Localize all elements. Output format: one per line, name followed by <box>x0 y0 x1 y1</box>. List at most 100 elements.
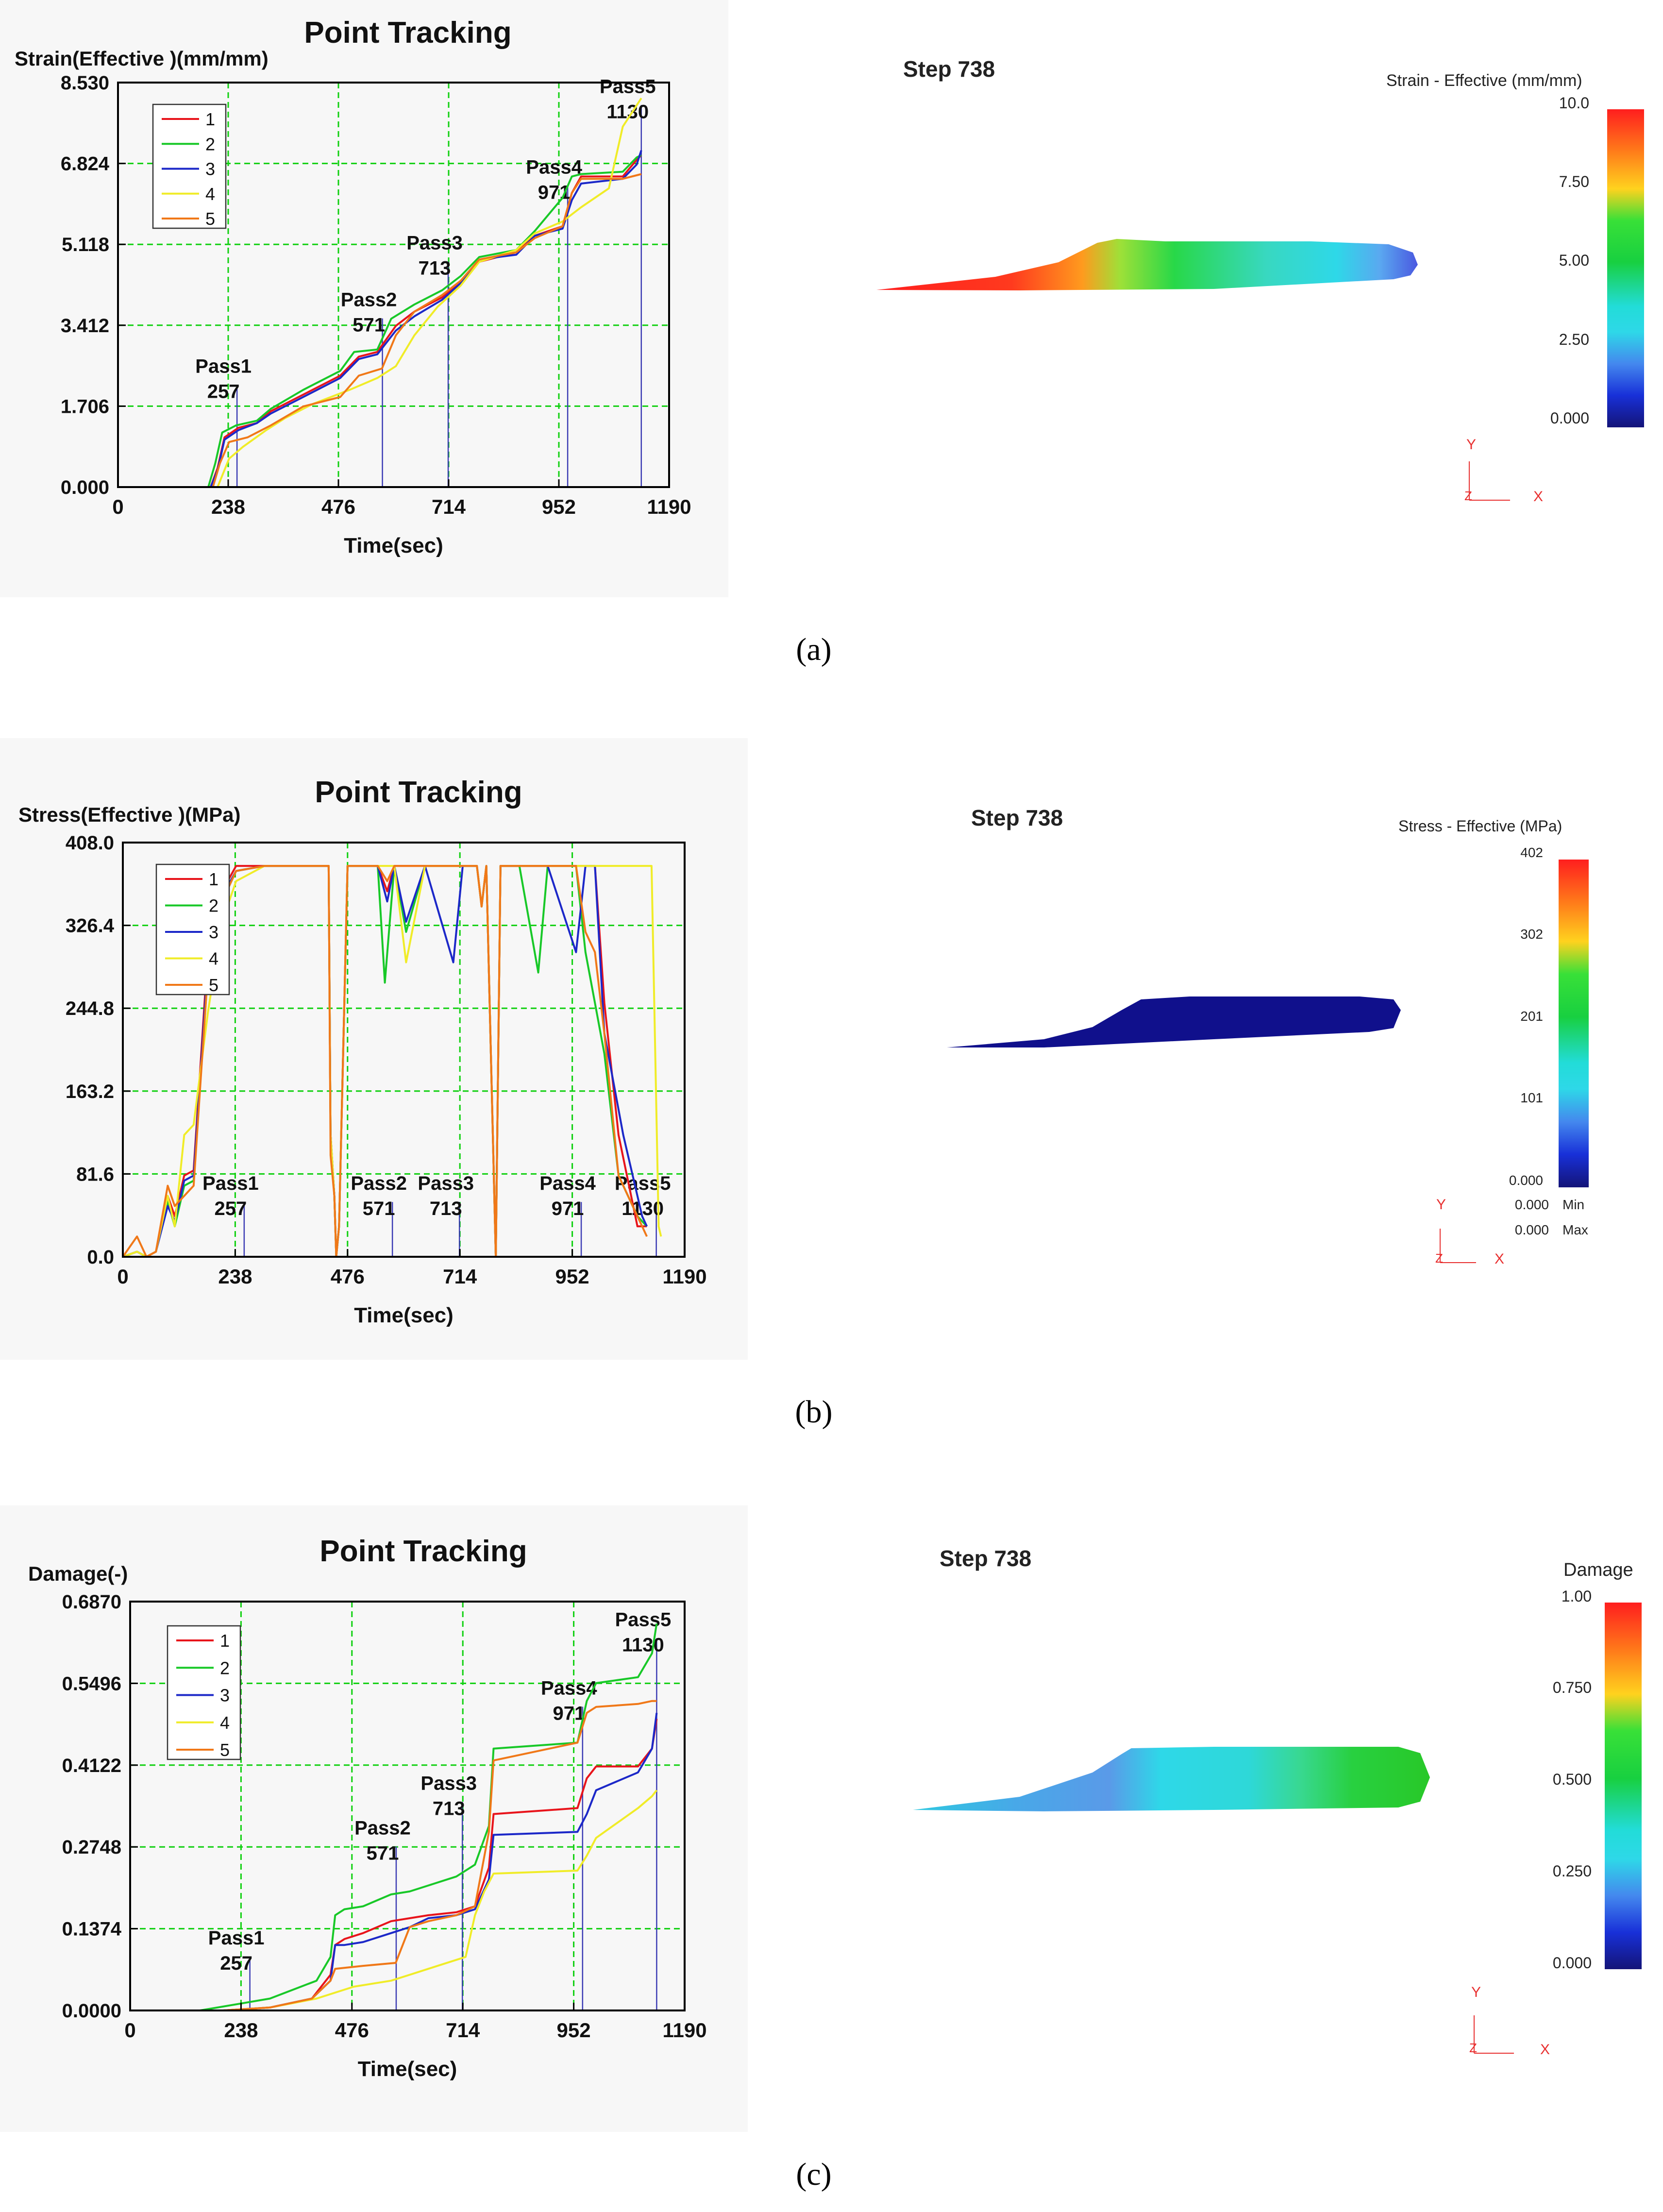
contour-panel-b: Step 738 Stress - Effective (MPa) 402 30… <box>947 805 1589 1267</box>
scale-label: 2.50 <box>1559 331 1589 348</box>
damage-chart: Point TrackingDamage(-)Time(sec)Pass1257… <box>28 1535 707 2081</box>
x-tick-label: 0 <box>124 2019 135 2042</box>
min-label: Min <box>1562 1197 1584 1212</box>
x-tick-label: 714 <box>443 1265 477 1288</box>
color-scale-bar-a <box>1607 109 1644 427</box>
x-tick-label: 0 <box>112 495 123 518</box>
series-line-2 <box>130 1623 658 2011</box>
chart-a-background <box>0 0 728 597</box>
max-label: Max <box>1562 1222 1588 1237</box>
caption-a: (a) <box>796 632 832 667</box>
x-tick-label: 714 <box>432 495 466 518</box>
y-tick-label: 0.0 <box>87 1247 114 1268</box>
legend-box <box>155 863 230 996</box>
scale-label: 402 <box>1520 845 1543 860</box>
triad-y-label: Y <box>1466 437 1476 453</box>
y-tick-label: 244.8 <box>66 998 114 1019</box>
scale-label: 0.250 <box>1553 1862 1592 1880</box>
axis-triad-c <box>1474 2015 1514 2054</box>
contour-panel-c: Step 738 Damage 1.00 0.750 0.500 0.250 0… <box>913 1546 1642 2058</box>
y-tick-label: 0.000 <box>61 477 109 498</box>
x-tick-label: 476 <box>335 2019 369 2042</box>
chart-title: Point Tracking <box>304 16 511 50</box>
color-scale-bar-b <box>1559 860 1589 1187</box>
pass-value: 571 <box>363 1198 395 1219</box>
y-tick-label: 6.824 <box>61 153 110 175</box>
y-tick-label: 8.530 <box>61 72 109 94</box>
x-tick-label: 952 <box>542 495 576 518</box>
scale-label: 0.000 <box>1550 409 1589 427</box>
scale-label: 7.50 <box>1559 173 1589 190</box>
x-tick-label: 0 <box>117 1265 128 1288</box>
scale-label: 101 <box>1520 1090 1543 1105</box>
pass-label: Pass2 <box>341 289 397 311</box>
y-tick-label: 408.0 <box>66 832 114 854</box>
legend-label: 2 <box>205 134 215 154</box>
strain-chart: Point Tracking Strain(Effective )(mm/mm) T… <box>15 16 691 557</box>
contour-shape-a <box>876 239 1418 290</box>
y-tick-label: 163.2 <box>66 1081 114 1102</box>
stress-chart: Point Tracking Stress(Effective )(MPa) Tim… <box>18 776 707 1327</box>
triad-x-label: X <box>1495 1251 1504 1267</box>
x-axis-label: Time(sec) <box>354 1303 454 1327</box>
triad-z-label: Z <box>1464 489 1472 503</box>
y-tick-label: 0.1374 <box>62 1919 122 1940</box>
legend-label: 3 <box>220 1686 230 1705</box>
scale-label: 1.00 <box>1562 1587 1592 1605</box>
axis-triad-a <box>1469 461 1510 501</box>
scale-label: 10.0 <box>1559 94 1589 112</box>
plot-frame <box>129 1601 686 2011</box>
x-tick-label: 952 <box>557 2019 591 2042</box>
scale-label: 0.500 <box>1553 1771 1592 1788</box>
x-tick-label: 952 <box>555 1265 589 1288</box>
y-tick-label: 5.118 <box>62 234 109 255</box>
pass-label: Pass4 <box>526 156 582 178</box>
pass-label: Pass3 <box>420 1773 477 1794</box>
series-line-1 <box>130 1719 658 2011</box>
pass-value: 971 <box>552 1198 584 1219</box>
legend-label: 4 <box>205 184 215 204</box>
legend-label: 2 <box>220 1658 230 1678</box>
x-tick-label: 476 <box>331 1265 365 1288</box>
pass-value: 571 <box>367 1842 399 1864</box>
contour-legend-title-b: Stress - Effective (MPa) <box>1398 817 1562 835</box>
y-tick-label: 81.6 <box>76 1164 114 1185</box>
pass-label: Pass1 <box>202 1173 259 1194</box>
triad-x-label: X <box>1533 489 1543 505</box>
chart-title: Point Tracking <box>315 776 522 809</box>
axis-triad-b <box>1440 1229 1476 1263</box>
x-tick-label: 238 <box>218 1265 252 1288</box>
plot-frame <box>117 82 670 488</box>
y-axis-label: Damage(-) <box>28 1562 128 1585</box>
series-line-5 <box>118 173 642 488</box>
pass-label: Pass5 <box>615 1609 672 1631</box>
pass-label: Pass1 <box>208 1927 265 1949</box>
triad-y-label: Y <box>1436 1197 1446 1213</box>
legend-label: 3 <box>209 922 218 942</box>
y-axis-label: Strain(Effective )(mm/mm) <box>15 47 269 70</box>
pass-label: Pass2 <box>354 1817 411 1839</box>
scale-label: 0.000 <box>1509 1173 1543 1188</box>
max-value: 0.000 <box>1515 1222 1549 1237</box>
x-tick-label: 476 <box>321 495 355 518</box>
y-tick-label: 0.4122 <box>62 1755 121 1776</box>
triad-y-label: Y <box>1471 1984 1481 2000</box>
x-tick-label: 238 <box>224 2019 258 2042</box>
legend-box <box>152 103 227 229</box>
scale-label: 201 <box>1520 1009 1543 1024</box>
x-tick-label: 238 <box>211 495 245 518</box>
plot-frame <box>122 842 686 1258</box>
x-tick-label: 1190 <box>647 495 691 518</box>
pass-value: 1130 <box>622 1635 664 1656</box>
chart-title: Point Tracking <box>319 1535 527 1568</box>
triad-x-label: X <box>1540 2042 1550 2058</box>
x-tick-label: 1190 <box>662 1265 706 1288</box>
y-tick-label: 1.706 <box>61 396 109 417</box>
contour-panel-a: Step 738 Strain - Effective (mm/mm) 10.0… <box>876 56 1644 505</box>
y-axis-label: Stress(Effective )(MPa) <box>18 803 240 826</box>
series-line-2 <box>118 154 642 488</box>
triad-z-label: Z <box>1435 1251 1443 1266</box>
x-axis-label: Time(sec) <box>344 534 443 557</box>
y-tick-label: 326.4 <box>66 915 115 937</box>
